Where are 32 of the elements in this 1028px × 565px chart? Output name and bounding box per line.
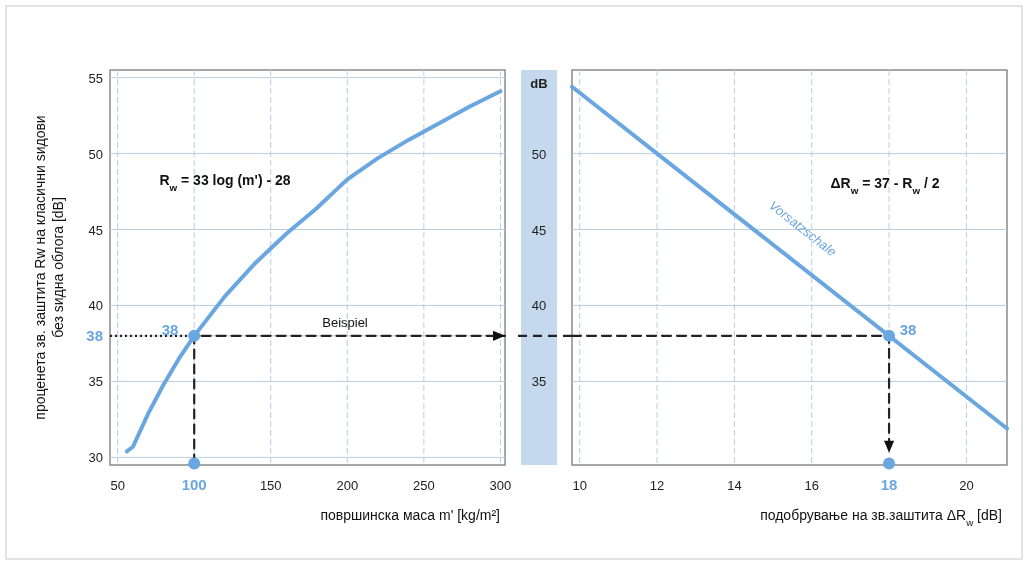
y-tick-label: 50 bbox=[531, 146, 547, 162]
y-axis-title: проценета зв. заштита Rw на класични ѕидови без ѕидна облога [dB] bbox=[32, 115, 66, 420]
x-tick-label: 100 bbox=[181, 476, 207, 493]
x-axis-title: површинска маса m' [kg/m²] bbox=[320, 507, 500, 523]
y-tick-label: 40 bbox=[88, 298, 103, 314]
x-axis-title: подобрување на зв.заштита ΔR$_{w}$ [dB] bbox=[760, 507, 1002, 528]
x-tick-label: 200 bbox=[336, 478, 359, 493]
x-tick-label: 250 bbox=[413, 478, 435, 493]
y-axis-title: dB bbox=[530, 76, 548, 91]
x-tick-label: 50 bbox=[110, 478, 125, 493]
x-tick-label: 14 bbox=[727, 478, 742, 493]
y-tick-label: 35 bbox=[531, 374, 547, 390]
annotation: R$_{w}$ = 33 log (m') - 28 bbox=[159, 172, 291, 193]
x-tick-label: 150 bbox=[259, 478, 282, 493]
annotation: 38 bbox=[899, 321, 917, 338]
x-tick-label: 300 bbox=[489, 478, 512, 493]
annotation: ΔR$_{w}$ = 37 - R$_{w}$ / 2 bbox=[830, 175, 940, 196]
y-tick-label: 45 bbox=[531, 222, 547, 238]
y-tick-label: 50 bbox=[88, 146, 103, 162]
annotation: 38 bbox=[161, 321, 179, 338]
x-tick-label: 12 bbox=[649, 478, 665, 493]
y-tick-label: 38 bbox=[86, 326, 103, 344]
annotation: Beispiel bbox=[322, 315, 368, 330]
x-tick-label: 16 bbox=[804, 478, 819, 493]
y-tick-label: 55 bbox=[88, 70, 103, 86]
x-tick-label: 18 bbox=[880, 476, 898, 493]
x-tick-label: 20 bbox=[959, 478, 974, 493]
y-tick-label: 35 bbox=[88, 374, 103, 390]
x-tick-label: 10 bbox=[572, 478, 587, 493]
y-tick-label: 45 bbox=[88, 222, 103, 238]
y-tick-label: 30 bbox=[88, 450, 103, 466]
y-tick-label: 40 bbox=[531, 298, 547, 314]
